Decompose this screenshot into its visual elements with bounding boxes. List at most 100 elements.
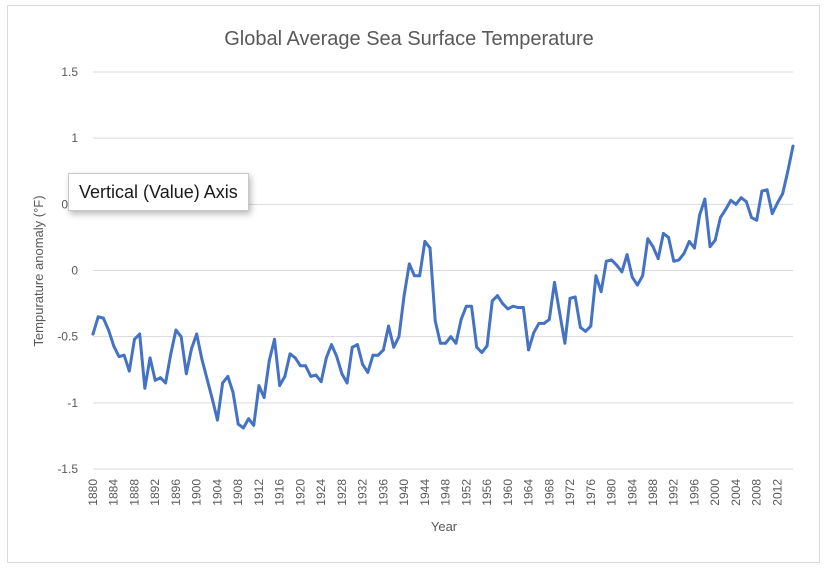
data-point <box>791 144 795 148</box>
data-point <box>537 322 541 325</box>
y-axis-title[interactable]: Tempurature anomaly (°F) <box>31 195 46 346</box>
x-tick-label: 1896 <box>169 479 183 506</box>
data-point <box>143 386 147 390</box>
data-point <box>159 376 162 380</box>
chart-title[interactable]: Global Average Sea Surface Temperature <box>224 28 594 50</box>
data-point <box>527 348 530 352</box>
data-point <box>299 364 302 368</box>
data-point <box>682 251 686 255</box>
data-point <box>356 343 359 347</box>
data-point <box>620 270 624 274</box>
data-point <box>589 324 593 328</box>
data-point <box>568 296 572 300</box>
data-point <box>418 274 422 278</box>
x-tick-label: 1936 <box>376 479 390 506</box>
data-point <box>205 377 209 381</box>
data-point <box>724 208 727 212</box>
data-point <box>107 328 110 332</box>
data-point <box>630 275 634 279</box>
data-point <box>677 258 681 262</box>
data-point <box>444 341 447 345</box>
data-point <box>641 274 645 278</box>
data-point <box>174 328 178 332</box>
data-point <box>573 295 577 299</box>
data-point <box>361 363 365 366</box>
data-point <box>599 290 603 294</box>
data-point <box>760 189 764 193</box>
data-point <box>247 417 250 421</box>
data-point <box>200 357 204 361</box>
x-tick-label: 1904 <box>210 479 224 506</box>
data-point <box>475 345 479 349</box>
data-point <box>776 201 779 205</box>
data-point <box>698 213 702 217</box>
data-point <box>423 239 427 243</box>
x-tick-label: 2012 <box>770 479 784 506</box>
x-tick-label: 1928 <box>335 479 349 506</box>
data-point <box>615 263 619 267</box>
data-point <box>392 345 396 349</box>
x-axis-title[interactable]: Year <box>431 519 458 534</box>
data-point <box>309 374 313 378</box>
x-tick-label: 1924 <box>314 479 328 506</box>
data-point <box>169 352 173 356</box>
data-point <box>713 238 717 242</box>
chart-area[interactable] <box>7 5 820 563</box>
x-tick-label: 1916 <box>273 479 287 506</box>
series-points <box>91 144 795 430</box>
data-point <box>133 337 136 341</box>
data-point <box>428 246 432 250</box>
y-tick-label: -1 <box>67 396 78 410</box>
data-point <box>636 283 639 287</box>
data-point <box>101 316 105 320</box>
x-tick-label: 1992 <box>667 479 681 506</box>
y-tick-label: -1.5 <box>57 462 78 476</box>
data-point <box>459 318 463 321</box>
x-tick-label: 1988 <box>646 479 660 506</box>
data-point <box>324 356 328 360</box>
data-point <box>184 372 188 376</box>
data-point <box>521 306 525 309</box>
data-point <box>376 353 380 357</box>
data-point <box>210 397 214 401</box>
x-axis-tick-labels[interactable]: 1880 1884 1888 1892 1896 1900 1904 1908 1912 1916… <box>86 479 784 506</box>
data-point <box>708 245 712 249</box>
data-point <box>314 373 318 377</box>
y-tick-label: 0 <box>71 264 78 278</box>
data-point <box>397 335 401 339</box>
data-point <box>190 347 193 350</box>
data-point <box>703 197 707 201</box>
data-point <box>449 335 453 339</box>
data-point <box>584 329 587 333</box>
data-point <box>117 355 121 358</box>
x-tick-label: 1952 <box>459 479 473 506</box>
data-point <box>350 345 354 349</box>
series-line[interactable] <box>91 144 795 430</box>
data-point <box>278 384 282 388</box>
y-axis-tick-labels[interactable]: 1.510.50-0.5-1-1.5 <box>57 65 78 476</box>
data-point <box>604 259 608 263</box>
data-point <box>464 304 468 308</box>
data-point <box>112 344 116 348</box>
data-point <box>553 281 556 284</box>
data-point <box>485 344 489 348</box>
x-tick-label: 1968 <box>542 479 556 506</box>
x-tick-label: 1972 <box>563 479 577 506</box>
x-tick-label: 1912 <box>252 479 266 506</box>
data-point <box>283 374 287 378</box>
data-point <box>241 426 245 430</box>
data-point <box>542 322 546 325</box>
data-point <box>138 332 142 336</box>
x-tick-label: 1880 <box>86 479 100 506</box>
data-point <box>781 192 785 196</box>
x-tick-label: 1984 <box>625 479 639 506</box>
data-point <box>439 341 442 345</box>
data-point <box>563 341 567 345</box>
x-tick-label: 1932 <box>356 479 370 506</box>
data-point <box>693 246 696 250</box>
data-point <box>610 258 613 262</box>
data-point <box>496 294 499 298</box>
data-point <box>345 381 349 385</box>
data-point <box>651 245 655 249</box>
